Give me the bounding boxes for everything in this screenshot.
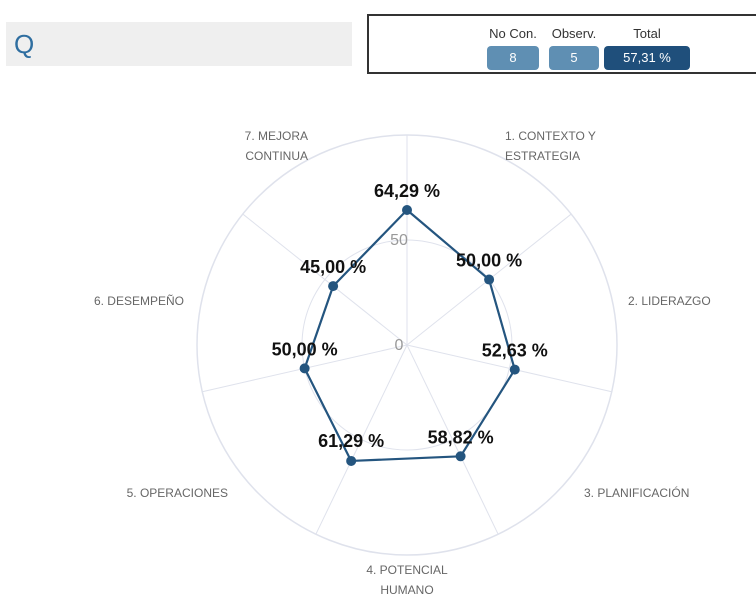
axis-category-label: 4. POTENCIAL bbox=[366, 563, 448, 577]
data-label: 64,29 % bbox=[374, 181, 440, 201]
data-label: 52,63 % bbox=[482, 341, 548, 361]
data-label: 50,00 % bbox=[272, 339, 338, 359]
radar-spoke bbox=[315, 344, 408, 535]
radar-spoke bbox=[406, 344, 499, 535]
stat-total-badge[interactable]: 57,31 % bbox=[604, 46, 690, 70]
stat-no-con-badge[interactable]: 8 bbox=[487, 46, 539, 70]
axis-category-label: 7. MEJORA bbox=[245, 129, 308, 143]
stat-no-con-label: No Con. bbox=[489, 26, 537, 41]
axis-category-label: 6. DESEMPEÑO bbox=[94, 294, 184, 308]
search-glyph: Q bbox=[14, 29, 35, 59]
stat-total-label: Total bbox=[633, 26, 661, 41]
data-label: 58,82 % bbox=[428, 427, 494, 447]
series-line bbox=[303, 208, 516, 463]
data-point bbox=[484, 274, 495, 285]
stat-observ-label: Observ. bbox=[551, 26, 597, 41]
stat-observ-badge[interactable]: 5 bbox=[549, 46, 599, 70]
data-point bbox=[402, 204, 412, 215]
data-label: 50,00 % bbox=[456, 251, 522, 271]
axis-category-label: CONTINUA bbox=[245, 149, 308, 163]
axis-category-label: 2. LIDERAZGO bbox=[628, 294, 711, 308]
radar-spoke bbox=[242, 213, 408, 346]
axis-category-label: 1. CONTEXTO Y bbox=[505, 129, 596, 143]
axis-category-label: HUMANO bbox=[380, 583, 433, 597]
axis-category-label: 5. OPERACIONES bbox=[127, 486, 228, 500]
stat-no-con: No Con. 8 bbox=[487, 26, 539, 70]
axis-category-label: 3. PLANIFICACIÓN bbox=[584, 485, 689, 500]
axis-category-label: ESTRATEGIA bbox=[505, 149, 580, 163]
data-point bbox=[455, 451, 466, 462]
data-label: 45,00 % bbox=[300, 257, 366, 277]
stat-observ: Observ. 5 bbox=[549, 26, 599, 70]
radar-spoke bbox=[406, 344, 612, 393]
data-point bbox=[346, 455, 357, 466]
radial-tick-label: 0 bbox=[395, 337, 404, 354]
radial-tick-label: 50 bbox=[390, 232, 408, 249]
data-point bbox=[328, 281, 339, 292]
data-point bbox=[509, 364, 520, 375]
stats-panel: No Con. 8 Observ. 5 Total 57,31 % bbox=[367, 14, 756, 74]
search-box[interactable]: Q bbox=[6, 22, 352, 66]
data-point bbox=[299, 363, 310, 374]
data-label: 61,29 % bbox=[318, 431, 384, 451]
stat-total: Total 57,31 % bbox=[604, 26, 690, 70]
